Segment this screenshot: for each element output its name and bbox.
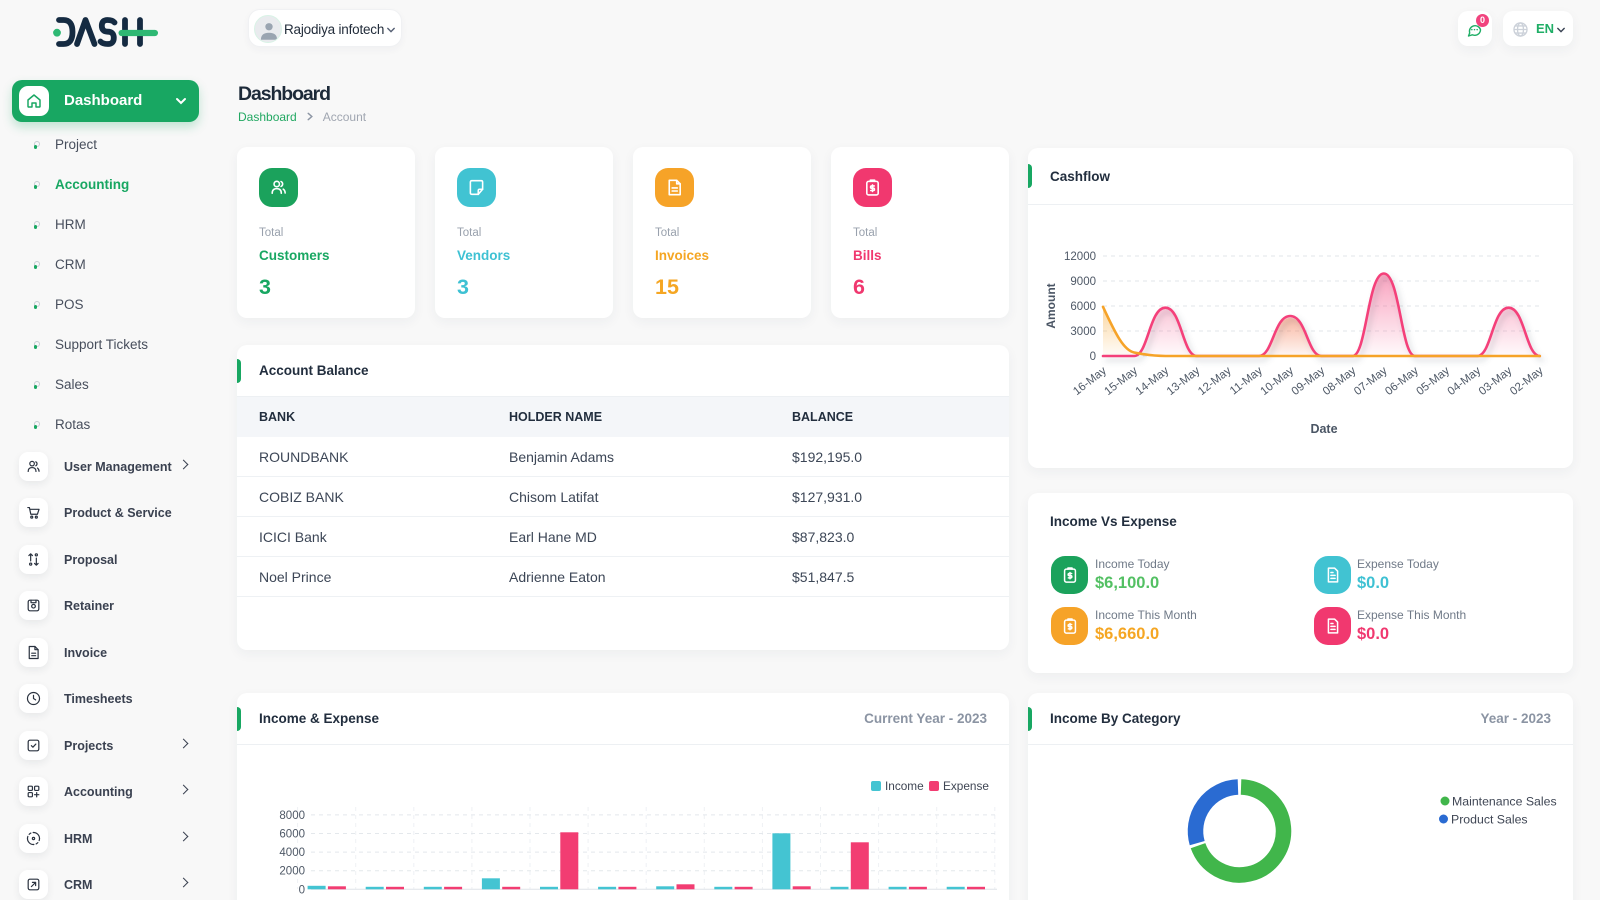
svg-text:6000: 6000 (279, 829, 305, 841)
svg-text:9000: 9000 (1070, 276, 1096, 288)
svg-text:12000: 12000 (1064, 251, 1096, 263)
svg-text:10-May: 10-May (1258, 365, 1296, 398)
svg-text:Amount: Amount (1044, 283, 1058, 328)
svg-text:16-May: 16-May (1071, 365, 1109, 398)
svg-text:05-May: 05-May (1414, 365, 1452, 398)
svg-text:3000: 3000 (1070, 326, 1096, 338)
svg-text:Income: Income (885, 779, 924, 793)
svg-text:07-May: 07-May (1352, 365, 1390, 398)
svg-text:11-May: 11-May (1228, 365, 1265, 398)
svg-text:0: 0 (299, 884, 305, 896)
svg-text:02-May: 02-May (1508, 365, 1546, 398)
svg-text:15-May: 15-May (1102, 365, 1140, 398)
svg-text:Product Sales: Product Sales (1451, 813, 1528, 827)
svg-text:13-May: 13-May (1165, 365, 1203, 398)
svg-text:14-May: 14-May (1134, 365, 1172, 398)
svg-text:09-May: 09-May (1290, 365, 1328, 398)
svg-text:08-May: 08-May (1321, 365, 1359, 398)
svg-text:Date: Date (1310, 422, 1337, 436)
svg-text:04-May: 04-May (1446, 365, 1484, 398)
svg-text:06-May: 06-May (1383, 365, 1421, 398)
svg-text:2000: 2000 (279, 866, 305, 878)
svg-text:Maintenance Sales: Maintenance Sales (1452, 795, 1557, 809)
svg-text:12-May: 12-May (1196, 365, 1234, 398)
svg-text:03-May: 03-May (1477, 365, 1515, 398)
svg-text:8000: 8000 (279, 810, 305, 822)
svg-text:6000: 6000 (1070, 301, 1096, 313)
svg-text:Expense: Expense (943, 779, 989, 793)
svg-text:0: 0 (1090, 351, 1096, 363)
svg-text:4000: 4000 (279, 847, 305, 859)
